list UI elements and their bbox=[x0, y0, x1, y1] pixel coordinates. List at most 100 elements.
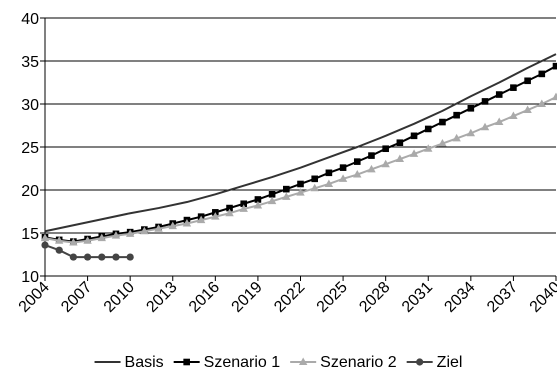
data-point bbox=[396, 139, 404, 146]
data-point bbox=[111, 231, 121, 239]
x-tick-label: 2034 bbox=[441, 279, 478, 316]
legend-label: Basis bbox=[125, 354, 164, 371]
data-point bbox=[55, 246, 63, 254]
x-tick-label: 2007 bbox=[58, 279, 95, 316]
data-point bbox=[225, 208, 234, 217]
legend-item: Szenario 1 bbox=[173, 354, 281, 371]
data-point bbox=[538, 70, 546, 78]
data-point bbox=[410, 132, 418, 140]
legend: Basis Szenario 1 Szenario 2 Ziel bbox=[94, 354, 463, 371]
data-point bbox=[83, 253, 92, 261]
data-point bbox=[98, 253, 106, 261]
data-point bbox=[297, 180, 304, 188]
series-basis bbox=[44, 53, 557, 233]
data-point bbox=[182, 219, 192, 227]
data-point bbox=[54, 236, 64, 244]
data-point bbox=[41, 241, 49, 249]
data-point bbox=[453, 111, 460, 119]
data-point bbox=[381, 159, 390, 168]
series-lines bbox=[40, 53, 557, 261]
data-point bbox=[325, 169, 333, 177]
x-tick-label: 2019 bbox=[229, 279, 266, 316]
legend-label: Szenario 1 bbox=[204, 354, 281, 371]
data-point bbox=[466, 128, 476, 137]
data-point bbox=[367, 164, 376, 173]
data-point bbox=[125, 229, 135, 237]
x-tick-label: 2028 bbox=[356, 279, 393, 316]
legend-label: Ziel bbox=[437, 354, 463, 371]
data-point bbox=[196, 215, 206, 224]
x-tick-label: 2025 bbox=[314, 279, 351, 316]
data-point bbox=[338, 174, 348, 182]
data-point bbox=[339, 164, 347, 171]
legend-item: Basis bbox=[94, 354, 164, 371]
x-tick-label: 2037 bbox=[484, 279, 521, 316]
data-point bbox=[311, 175, 318, 183]
data-point bbox=[154, 224, 163, 232]
y-tick-label: 30 bbox=[21, 97, 39, 114]
legend-item: Ziel bbox=[406, 354, 463, 371]
x-tick-label: 2016 bbox=[186, 279, 223, 316]
data-point bbox=[509, 111, 518, 120]
y-tick-label: 10 bbox=[21, 269, 39, 286]
x-tick-label: 2040 bbox=[527, 279, 557, 316]
axes bbox=[40, 17, 557, 281]
y-axis-tick-labels: 10 15 20 25 30 35 40 bbox=[21, 11, 39, 286]
data-point bbox=[97, 233, 106, 242]
data-point bbox=[226, 204, 233, 212]
y-tick-label: 25 bbox=[21, 140, 39, 157]
series-line bbox=[44, 53, 557, 233]
gridlines bbox=[45, 17, 556, 277]
data-point bbox=[481, 98, 489, 105]
legend-item: Szenario 2 bbox=[290, 354, 397, 371]
series-line bbox=[44, 96, 557, 244]
data-point bbox=[537, 99, 547, 107]
data-point bbox=[83, 236, 92, 244]
data-point bbox=[424, 125, 432, 133]
data-point bbox=[112, 253, 120, 261]
data-point bbox=[382, 145, 389, 153]
data-point bbox=[211, 212, 220, 220]
data-point bbox=[368, 152, 375, 159]
data-point bbox=[268, 191, 276, 198]
data-point bbox=[310, 183, 319, 192]
y-tick-label: 35 bbox=[21, 54, 39, 71]
data-point bbox=[69, 237, 78, 246]
data-point bbox=[40, 233, 50, 242]
y-tick-label: 20 bbox=[21, 183, 39, 200]
data-point bbox=[353, 170, 362, 178]
data-point bbox=[253, 200, 263, 209]
data-point bbox=[126, 253, 134, 261]
data-point bbox=[452, 133, 461, 142]
data-point bbox=[239, 204, 248, 212]
x-tick-label: 2022 bbox=[271, 279, 308, 316]
data-point bbox=[324, 179, 334, 187]
x-tick-label: 2013 bbox=[143, 279, 180, 316]
data-point bbox=[495, 117, 504, 126]
data-point bbox=[551, 92, 557, 101]
x-tick-label: 2031 bbox=[399, 279, 436, 316]
data-point bbox=[69, 253, 77, 261]
data-point bbox=[409, 149, 419, 157]
legend-swatch-marker bbox=[416, 358, 424, 366]
data-point bbox=[439, 118, 446, 126]
data-point bbox=[140, 226, 149, 235]
data-point bbox=[282, 192, 291, 200]
data-point bbox=[395, 154, 405, 163]
legend-swatch-marker bbox=[183, 358, 190, 366]
data-point bbox=[524, 77, 531, 85]
data-point bbox=[283, 185, 290, 193]
series-ziel bbox=[41, 241, 134, 261]
data-point bbox=[552, 62, 557, 70]
legend-label: Szenario 2 bbox=[320, 354, 397, 371]
data-point bbox=[353, 158, 361, 165]
y-tick-label: 40 bbox=[21, 11, 39, 28]
data-point bbox=[495, 91, 503, 98]
data-point bbox=[168, 221, 177, 230]
data-point bbox=[424, 144, 433, 152]
x-axis-tick-labels: 2004 2007 2010 2013 2016 2019 2022 2025 2028 2031… bbox=[16, 279, 557, 316]
y-tick-label: 15 bbox=[21, 226, 39, 243]
data-point bbox=[296, 188, 305, 196]
data-point bbox=[438, 139, 447, 147]
